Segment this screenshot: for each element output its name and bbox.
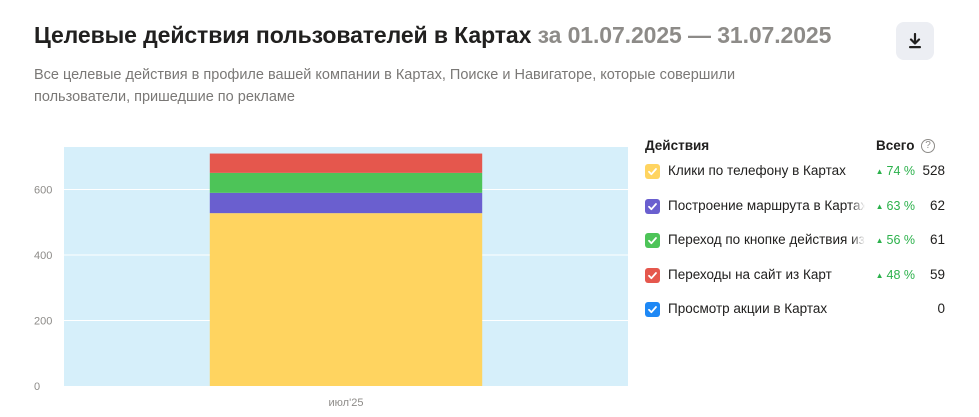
check-icon: [648, 306, 657, 314]
legend-item[interactable]: Переходы на сайт из Карт ▲ 48 % 59: [645, 262, 945, 297]
legend-item-total: 61: [929, 232, 945, 247]
legend-checkbox[interactable]: [645, 302, 660, 317]
y-tick-label: 0: [34, 381, 40, 393]
up-arrow-icon: ▲: [875, 201, 884, 211]
y-tick-label: 600: [34, 185, 52, 197]
legend-total-header: Всего: [876, 138, 915, 153]
up-arrow-icon: ▲: [875, 270, 884, 280]
x-tick-label: июл'25: [329, 397, 364, 409]
legend-actions-header: Действия: [645, 138, 710, 153]
legend-item[interactable]: Переход по кнопке действия из Карт ▲56 % 6…: [645, 227, 945, 262]
legend-item[interactable]: Просмотр акции в Картах 0: [645, 296, 945, 331]
legend-item[interactable]: Клики по телефону в Картах ▲ 74 % 528: [645, 158, 945, 193]
info-icon[interactable]: ?: [921, 139, 935, 153]
legend-checkbox[interactable]: [645, 198, 660, 214]
legend-item-label: Переход по кнопке действия из Карт: [668, 232, 865, 247]
legend-item-total: 0: [937, 301, 945, 316]
stacked-bar-chart: 0 200 400 600 июл'25: [34, 147, 628, 409]
legend-checkbox[interactable]: [645, 267, 660, 283]
legend-item-delta-value: 48 %: [886, 267, 916, 282]
legend-item-delta: ▲ 63 %: [876, 199, 915, 213]
legend-item-total: 528: [922, 163, 945, 178]
legend-item-label: Переходы на сайт из Карт: [668, 266, 865, 282]
check-icon: [648, 168, 657, 176]
check-icon: [648, 271, 657, 279]
legend-item-label: Клики по телефону в Картах: [668, 163, 865, 178]
up-arrow-icon: ▲: [875, 167, 884, 176]
legend-checkbox[interactable]: [645, 164, 660, 179]
legend-item-total: 59: [929, 266, 945, 282]
legend-item-label: Построение маршрута в Картах: [668, 197, 865, 213]
legend-item-delta: ▲ 56 %: [876, 233, 915, 247]
download-button[interactable]: [896, 22, 934, 60]
up-arrow-icon: ▲: [875, 236, 884, 245]
legend-item-total: 62: [929, 197, 945, 213]
legend-item-delta-value: 74 %: [886, 164, 916, 178]
page-title: Целевые действия пользователей в Картах …: [34, 22, 831, 49]
y-tick-label: 400: [34, 250, 52, 262]
bar-segment: [209, 172, 483, 193]
legend-header: Действия Всего ?: [645, 136, 945, 158]
download-icon: [909, 33, 921, 49]
check-icon: [648, 202, 657, 210]
legend-item[interactable]: Построение маршрута в Картах ▲ 63 % 62: [645, 193, 945, 228]
legend-item-delta: ▲ 74 %: [876, 164, 915, 178]
legend-item-delta-value: 63 %: [886, 198, 916, 213]
legend-checkbox[interactable]: [645, 233, 660, 248]
title-text: Целевые действия пользователей в Картах: [34, 22, 532, 48]
title-period: за 01.07.2025 — 31.07.2025: [537, 22, 832, 48]
y-tick-label: 200: [34, 316, 52, 328]
legend-item-delta-value: 56 %: [886, 233, 916, 247]
check-icon: [648, 237, 657, 245]
page-subtitle: Все целевые действия в профиле вашей ком…: [34, 67, 736, 105]
bar-segment: [209, 153, 483, 173]
bar-segment: [209, 192, 483, 214]
chart-legend: Действия Всего ? Клики по телефону в Кар…: [645, 136, 945, 331]
bar-segment: [209, 213, 483, 386]
legend-item-label: Просмотр акции в Картах: [668, 301, 865, 316]
legend-item-delta: ▲ 48 %: [876, 268, 915, 282]
